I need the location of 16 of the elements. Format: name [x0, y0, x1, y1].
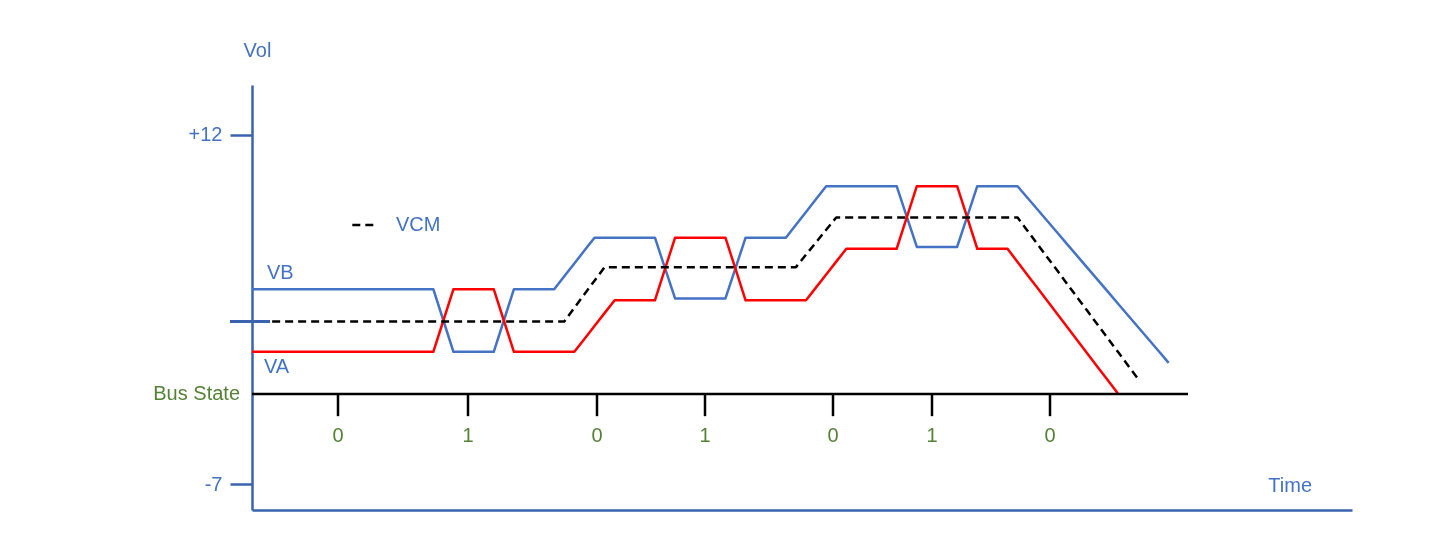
- line-series: [250, 184, 1120, 396]
- annotation: 1: [462, 424, 474, 447]
- annotation: 0: [827, 424, 839, 447]
- series-label: VB: [267, 261, 294, 284]
- annotation: 1: [699, 424, 711, 447]
- series-label: VA: [264, 354, 290, 377]
- annotation: 1: [926, 424, 938, 447]
- legend-label: VCM: [396, 213, 441, 235]
- y-tick-label: +12: [188, 123, 223, 146]
- ref-line-label: Bus State: [153, 382, 240, 405]
- y-axis-title: Vol: [243, 38, 272, 61]
- annotation: 0: [591, 424, 603, 447]
- annotation: 0: [1044, 424, 1056, 447]
- annotation: 0: [332, 424, 344, 447]
- y-tick-label: -7: [204, 472, 223, 495]
- text: Time: [1268, 474, 1312, 496]
